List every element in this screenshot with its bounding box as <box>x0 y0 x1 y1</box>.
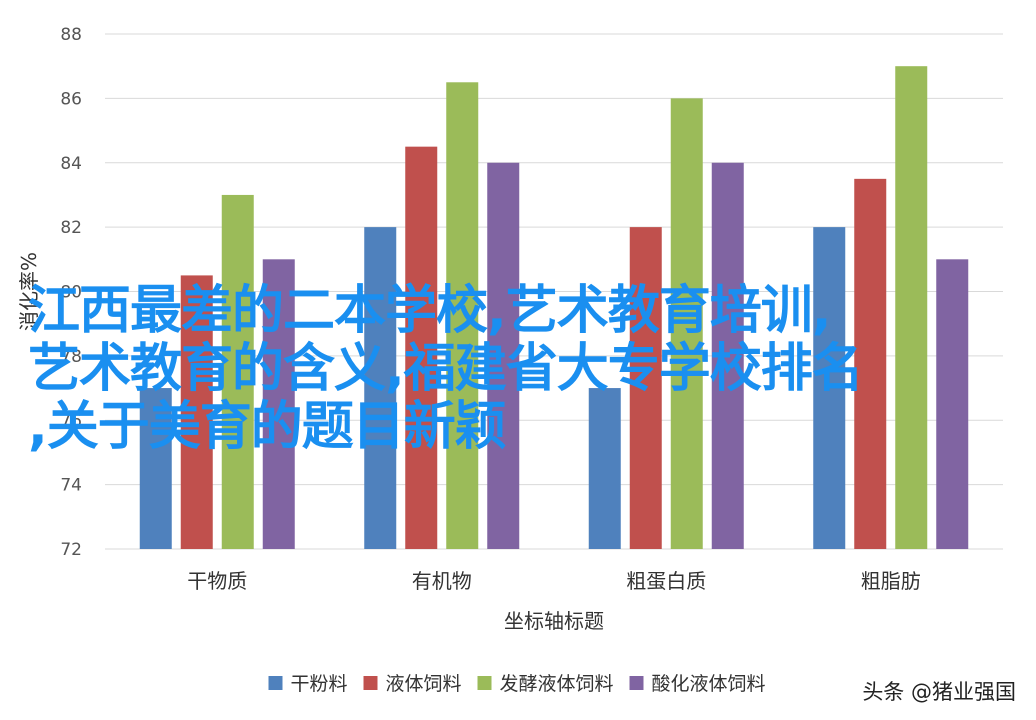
legend-label: 发酵液体饲料 <box>500 673 614 695</box>
legend-swatch <box>629 676 644 690</box>
gridlines <box>105 33 1003 550</box>
legend-swatch <box>363 676 378 690</box>
legend-label: 酸化液体饲料 <box>652 673 766 695</box>
bar <box>936 259 969 549</box>
bar <box>487 162 520 549</box>
y-tick-label: 84 <box>60 154 82 174</box>
y-tick-label: 82 <box>60 218 82 238</box>
bar <box>670 98 703 549</box>
category-label: 粗脂肪 <box>861 569 921 593</box>
y-axis-title: 消化率% <box>17 252 41 331</box>
bar <box>629 227 662 549</box>
bar <box>139 388 172 549</box>
bar <box>221 194 254 549</box>
legend-label: 干粉料 <box>291 673 348 695</box>
watermark: 头条 @猪业强国 <box>862 680 1016 704</box>
bar <box>711 162 744 549</box>
legend: 干粉料 液体饲料 发酵液体饲料 酸化液体饲料 <box>268 673 766 695</box>
y-tick-label: 86 <box>60 89 82 109</box>
category-label: 干物质 <box>187 569 247 593</box>
y-tick-label: 74 <box>60 476 82 496</box>
y-tick-label: 88 <box>60 25 82 45</box>
x-axis-title: 坐标轴标题 <box>504 609 604 633</box>
bar <box>262 259 295 549</box>
y-tick-labels: 72 74 76 78 80 82 84 86 88 <box>60 25 82 560</box>
bar <box>895 66 928 549</box>
category-label: 有机物 <box>412 569 472 593</box>
y-tick-label: 78 <box>60 347 82 367</box>
legend-label: 液体饲料 <box>386 673 462 695</box>
category-label: 粗蛋白质 <box>626 569 706 593</box>
bar <box>813 227 846 549</box>
bar <box>588 388 621 549</box>
y-tick-label: 80 <box>60 283 82 303</box>
bar <box>405 146 438 549</box>
bars <box>139 66 969 549</box>
bar <box>364 227 397 549</box>
bar <box>854 178 887 549</box>
legend-swatch <box>477 676 492 690</box>
bar <box>446 82 479 549</box>
y-tick-label: 76 <box>60 411 82 431</box>
category-labels: 干物质 有机物 粗蛋白质 粗脂肪 <box>187 569 921 593</box>
y-tick-label: 72 <box>60 540 82 560</box>
legend-swatch <box>268 676 283 690</box>
bar <box>180 275 213 549</box>
